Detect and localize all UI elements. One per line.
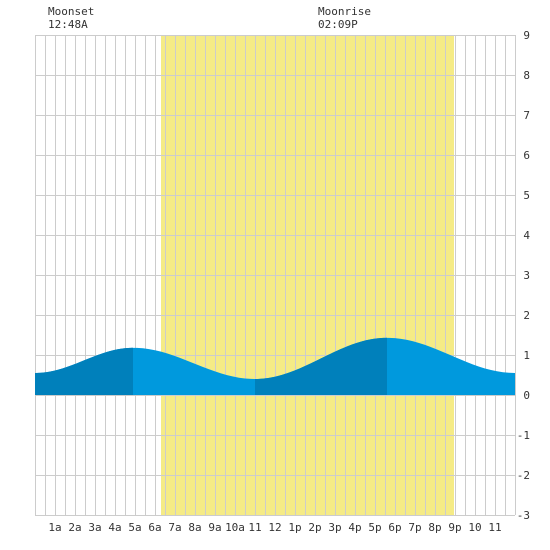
- y-tick-label: 2: [523, 309, 530, 322]
- tide-area-dark-band: [35, 347, 133, 395]
- x-tick-label: 1p: [288, 521, 301, 534]
- moonrise-title: Moonrise: [318, 5, 371, 18]
- x-tick-label: 9a: [208, 521, 221, 534]
- x-tick-label: 5a: [128, 521, 141, 534]
- x-tick-label: 6a: [148, 521, 161, 534]
- y-tick-label: 4: [523, 229, 530, 242]
- x-tick-label: 3a: [88, 521, 101, 534]
- x-tick-label: 8a: [188, 521, 201, 534]
- x-tick-label: 12: [268, 521, 281, 534]
- tide-area-dark-band: [255, 337, 387, 395]
- y-tick-label: 8: [523, 69, 530, 82]
- x-tick-label: 2p: [308, 521, 321, 534]
- y-tick-label: 0: [523, 389, 530, 402]
- y-axis: -3 -2 -1 0 1 2 3 4 5 6 7 8 9: [517, 29, 531, 522]
- tide-area: [35, 337, 515, 395]
- x-tick-label: 7p: [408, 521, 421, 534]
- moonrise-time: 02:09P: [318, 18, 358, 31]
- x-axis: 1a 2a 3a 4a 5a 6a 7a 8a 9a 10a 11 12 1p 2p 3p 4p 5p 6p 7p 8…: [48, 521, 501, 534]
- y-tick-label: 9: [523, 29, 530, 42]
- moonset-title: Moonset: [48, 5, 95, 18]
- y-tick-label: -2: [517, 469, 530, 482]
- moonset-label: Moonset 12:48A: [48, 5, 94, 31]
- y-tick-label: -3: [517, 509, 530, 522]
- x-tick-label: 11: [488, 521, 501, 534]
- x-tick-label: 11: [248, 521, 261, 534]
- x-tick-label: 7a: [168, 521, 181, 534]
- y-tick-label: 3: [523, 269, 530, 282]
- x-tick-label: 3p: [328, 521, 341, 534]
- y-tick-label: 6: [523, 149, 530, 162]
- x-tick-label: 10a: [225, 521, 245, 534]
- y-tick-label: -1: [517, 429, 530, 442]
- x-tick-label: 4a: [108, 521, 121, 534]
- grid-layer: [35, 35, 516, 516]
- tide-layer: [35, 337, 515, 395]
- moonrise-label: Moonrise 02:09P: [318, 5, 371, 31]
- moonset-time: 12:48A: [48, 18, 88, 31]
- x-tick-label: 6p: [388, 521, 401, 534]
- y-tick-label: 7: [523, 109, 530, 122]
- y-tick-label: 5: [523, 189, 530, 202]
- x-tick-label: 5p: [368, 521, 381, 534]
- y-tick-label: 1: [523, 349, 530, 362]
- x-tick-label: 8p: [428, 521, 441, 534]
- x-tick-label: 1a: [48, 521, 61, 534]
- x-tick-label: 2a: [68, 521, 81, 534]
- x-tick-label: 10: [468, 521, 481, 534]
- x-tick-label: 4p: [348, 521, 361, 534]
- x-tick-label: 9p: [448, 521, 461, 534]
